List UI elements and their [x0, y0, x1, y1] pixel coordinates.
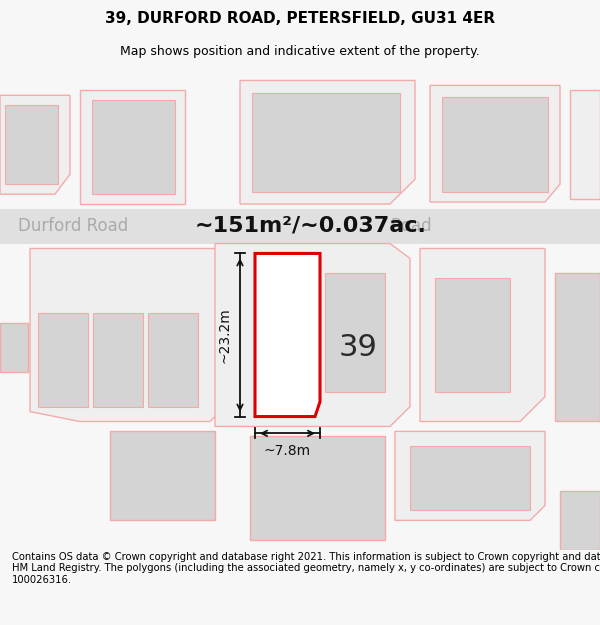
Polygon shape: [560, 491, 600, 550]
Polygon shape: [92, 100, 175, 194]
Polygon shape: [0, 322, 28, 372]
Polygon shape: [252, 93, 400, 192]
Text: Road: Road: [390, 217, 431, 235]
Polygon shape: [570, 91, 600, 199]
Polygon shape: [250, 436, 385, 540]
Polygon shape: [255, 254, 320, 416]
Polygon shape: [215, 244, 410, 426]
Polygon shape: [93, 312, 143, 407]
Text: ~7.8m: ~7.8m: [264, 444, 311, 458]
Polygon shape: [410, 446, 530, 511]
Polygon shape: [5, 105, 58, 184]
Polygon shape: [148, 312, 198, 407]
Text: Map shows position and indicative extent of the property.: Map shows position and indicative extent…: [120, 45, 480, 58]
Text: 39, DURFORD ROAD, PETERSFIELD, GU31 4ER: 39, DURFORD ROAD, PETERSFIELD, GU31 4ER: [105, 11, 495, 26]
Polygon shape: [80, 91, 185, 204]
Polygon shape: [38, 312, 88, 407]
Polygon shape: [430, 86, 560, 202]
Bar: [0, 209, 600, 244]
Polygon shape: [420, 249, 545, 421]
Text: ~151m²/~0.037ac.: ~151m²/~0.037ac.: [195, 216, 427, 236]
Polygon shape: [395, 431, 545, 521]
Polygon shape: [110, 431, 215, 521]
Polygon shape: [442, 98, 548, 192]
Polygon shape: [325, 273, 385, 392]
Polygon shape: [555, 273, 600, 421]
Text: ~23.2m: ~23.2m: [217, 307, 231, 363]
Polygon shape: [435, 278, 510, 392]
Text: Contains OS data © Crown copyright and database right 2021. This information is : Contains OS data © Crown copyright and d…: [12, 552, 600, 585]
Text: 39: 39: [338, 333, 377, 362]
Text: Durford Road: Durford Road: [18, 217, 128, 235]
Polygon shape: [240, 81, 415, 204]
Polygon shape: [0, 95, 70, 194]
Polygon shape: [30, 249, 225, 421]
